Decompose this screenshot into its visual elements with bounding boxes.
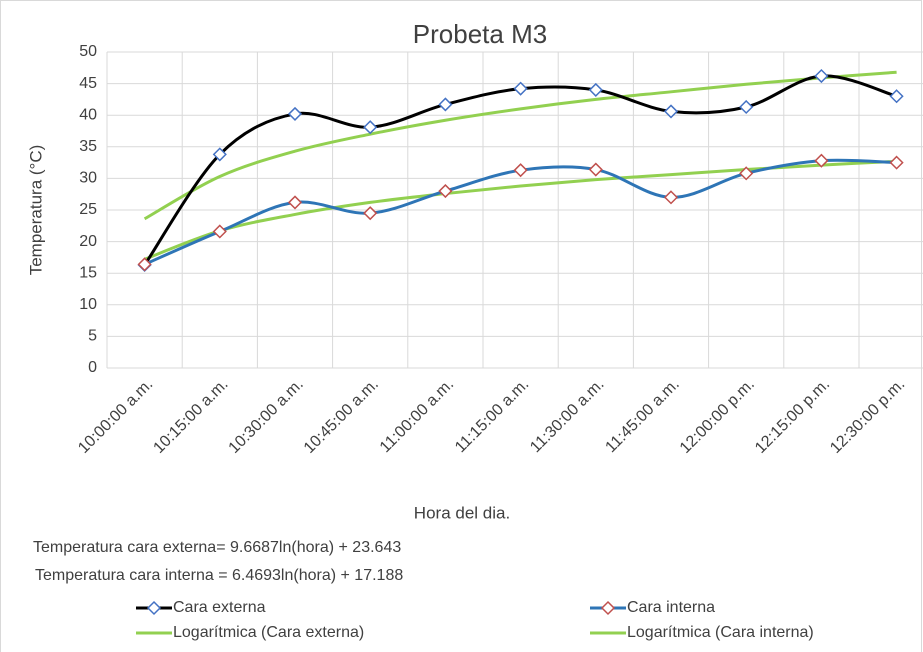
series-line [143, 74, 898, 266]
legend-label: Cara interna [627, 599, 715, 616]
marker [739, 166, 754, 181]
y-tick-label: 5 [88, 328, 97, 345]
chart-title: Probeta M3 [413, 19, 547, 49]
y-tick-label: 30 [79, 170, 97, 187]
y-tick-label: 20 [79, 233, 97, 250]
marker [663, 190, 679, 205]
y-tick-label: 0 [88, 359, 97, 376]
x-axis-title: Hora del dia. [414, 503, 510, 522]
y-tick-label: 10 [79, 296, 97, 313]
marker [438, 97, 453, 112]
marker [739, 99, 754, 115]
legend-marker [600, 600, 616, 616]
y-axis-title: Temperatura (°C) [26, 145, 45, 276]
legend-label: Cara externa [173, 599, 266, 616]
marker [137, 257, 152, 272]
marker [889, 155, 904, 170]
y-tick-label: 15 [79, 264, 97, 281]
y-tick-label: 45 [79, 75, 97, 92]
y-tick-label: 50 [79, 43, 97, 60]
marker [814, 153, 829, 168]
y-tick-label: 25 [79, 201, 97, 218]
marker [814, 68, 829, 84]
y-tick-label: 40 [79, 106, 97, 123]
marker [212, 224, 227, 239]
legend-label: Logarítmica (Cara externa) [173, 624, 364, 641]
y-tick-label: 35 [79, 138, 97, 155]
marker [212, 147, 227, 162]
legend-marker [146, 600, 162, 616]
marker [588, 82, 603, 97]
annotation: Temperatura cara externa= 9.6687ln(hora)… [33, 539, 401, 556]
legend-label: Logarítmica (Cara interna) [627, 624, 814, 641]
marker [438, 183, 453, 199]
marker [588, 162, 603, 177]
marker [513, 163, 528, 178]
series-line [143, 70, 897, 221]
marker [663, 104, 679, 119]
marker [287, 106, 303, 121]
marker [287, 195, 303, 210]
marker [889, 89, 904, 104]
marker [363, 120, 378, 135]
annotation: Temperatura cara interna = 6.4693ln(hora… [35, 567, 403, 584]
marker [363, 206, 378, 221]
marker [513, 81, 528, 96]
